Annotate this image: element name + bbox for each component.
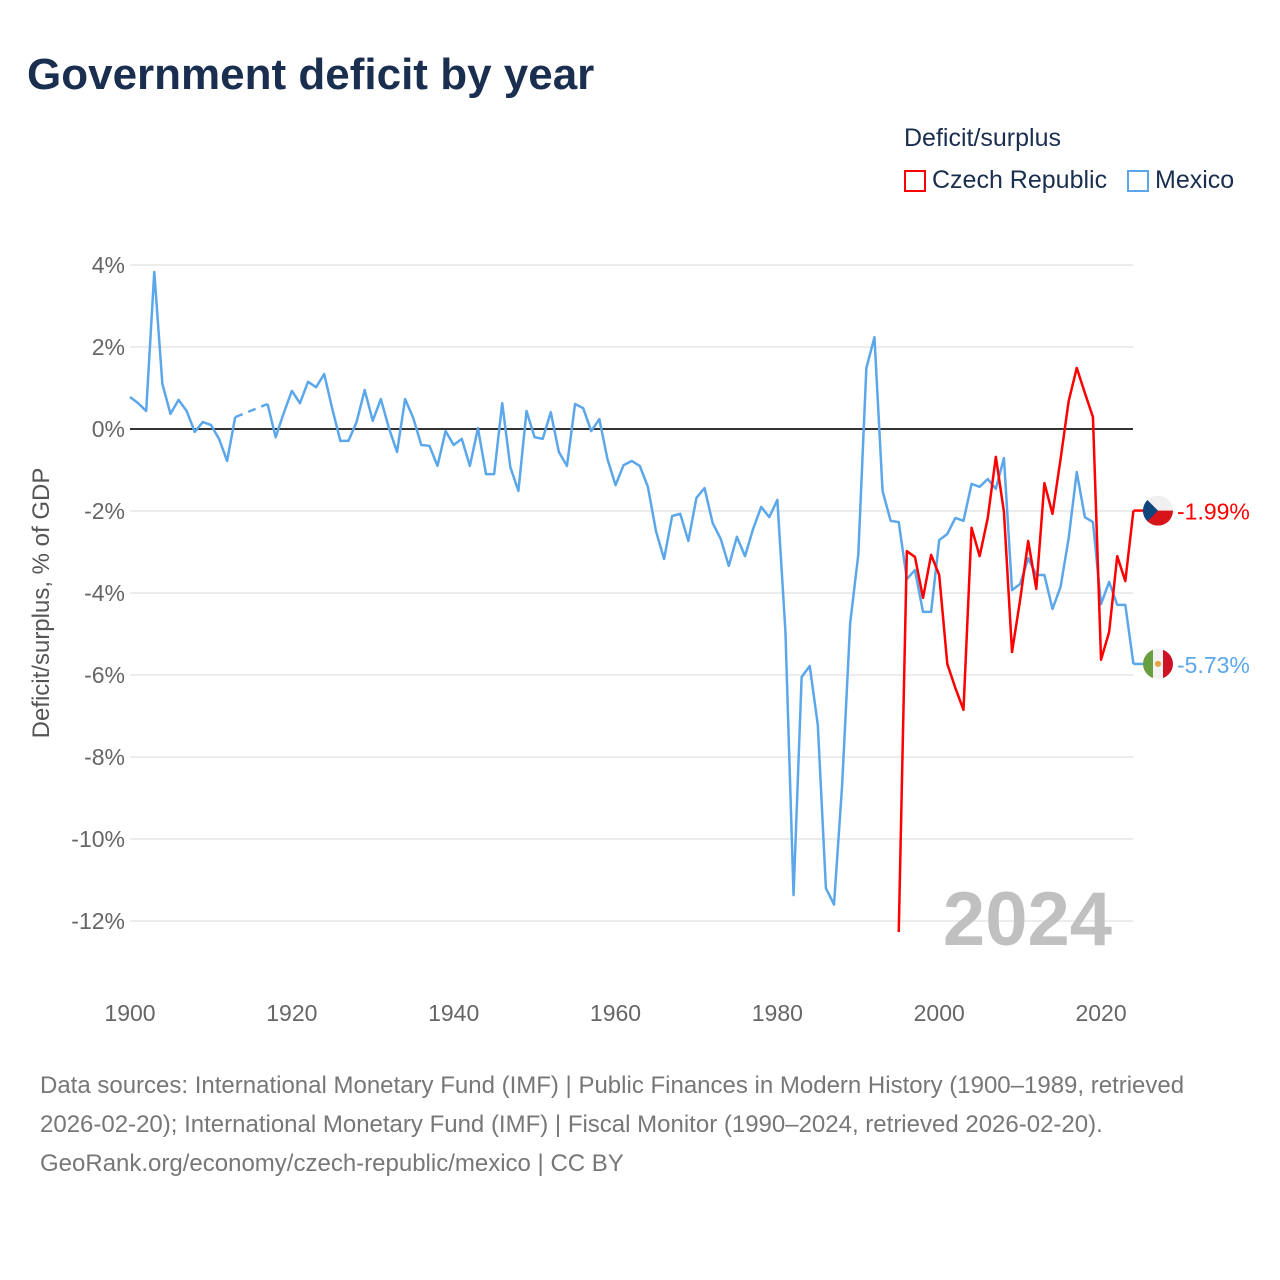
data-sources: Data sources: International Monetary Fun…	[40, 1072, 1185, 1138]
page-title: Government deficit by year	[27, 50, 595, 99]
y-tick-label: -12%	[71, 908, 125, 934]
x-tick-label: 1960	[590, 1000, 641, 1026]
y-tick-label: 2%	[92, 334, 125, 360]
series-end-label: -5.73%	[1177, 652, 1250, 678]
credit-link[interactable]: GeoRank.org/economy/czech-republic/mexic…	[40, 1150, 624, 1177]
legend-title: Deficit/surplus	[904, 124, 1061, 152]
y-tick-label: 4%	[92, 252, 125, 278]
y-tick-label: -4%	[84, 580, 125, 606]
y-tick-label: -8%	[84, 744, 125, 770]
series-end-label: -1.99%	[1177, 499, 1250, 525]
x-tick-label: 1900	[104, 1000, 155, 1026]
x-tick-label: 1920	[266, 1000, 317, 1026]
line-chart: 4% 2% 0% -2% -4% -6% -8% -10% -12% 1900 1920 1940 19…	[71, 252, 1250, 1026]
legend-label: Czech Republic	[932, 166, 1108, 194]
series-line-mexico	[266, 335, 1135, 906]
footer: Data sources: International Monetary Fun…	[40, 1066, 1240, 1183]
series-line-czech-republic	[897, 366, 1135, 933]
legend-label: Mexico	[1155, 166, 1235, 194]
y-tick-label: -2%	[84, 498, 125, 524]
mexico-flag-icon	[1143, 648, 1173, 679]
x-tick-label: 2020	[1075, 1000, 1126, 1026]
czech-republic-flag-icon	[1143, 495, 1173, 526]
x-tick-label: 1980	[752, 1000, 803, 1026]
y-tick-label: 0%	[92, 416, 125, 442]
series-line-mexico	[129, 270, 237, 463]
legend-swatch-mexico	[1127, 169, 1149, 192]
legend-item-mexico[interactable]: Mexico	[1127, 166, 1234, 195]
series-gap-mexico	[234, 402, 269, 419]
y-tick-label: -10%	[71, 826, 125, 852]
legend-swatch-czech	[904, 169, 926, 192]
x-tick-label: 2000	[914, 1000, 965, 1026]
legend-item-czech-republic[interactable]: Czech Republic	[904, 166, 1107, 195]
year-watermark: 2024	[943, 877, 1112, 962]
y-tick-label: -6%	[84, 662, 125, 688]
x-tick-label: 1940	[428, 1000, 479, 1026]
